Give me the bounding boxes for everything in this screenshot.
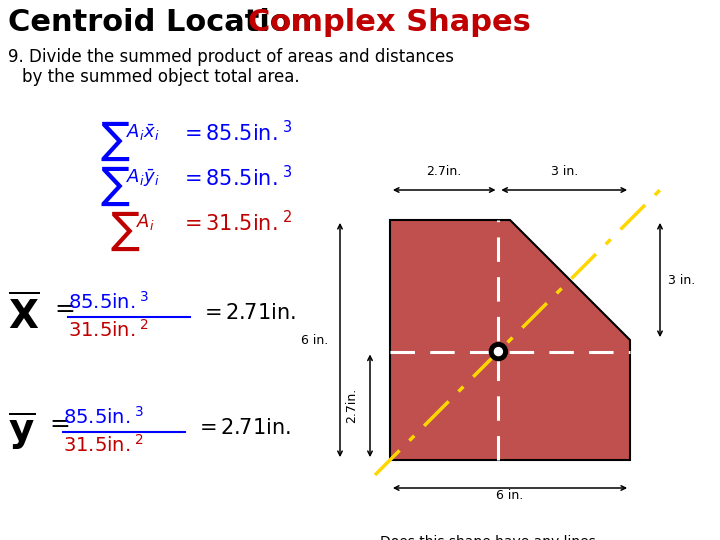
Text: $31.5\mathrm{in.}^2$: $31.5\mathrm{in.}^2$ xyxy=(63,434,143,456)
Text: $=$: $=$ xyxy=(45,410,70,434)
Text: $\sum$: $\sum$ xyxy=(100,120,130,163)
Text: $= 2.71\mathrm{in.}$: $= 2.71\mathrm{in.}$ xyxy=(200,303,296,323)
Text: $31.5\mathrm{in.}^2$: $31.5\mathrm{in.}^2$ xyxy=(68,319,148,341)
Text: 2.7in.: 2.7in. xyxy=(426,165,462,178)
Text: Complex Shapes: Complex Shapes xyxy=(248,8,531,37)
Text: $= 85.5\mathrm{in.}^3$: $= 85.5\mathrm{in.}^3$ xyxy=(180,165,292,190)
Text: $A_i\bar{y}_i$: $A_i\bar{y}_i$ xyxy=(126,167,160,188)
Text: $= 2.71\mathrm{in.}$: $= 2.71\mathrm{in.}$ xyxy=(195,418,291,438)
Text: $A_i\bar{x}_i$: $A_i\bar{x}_i$ xyxy=(126,122,160,143)
Text: by the summed object total area.: by the summed object total area. xyxy=(22,68,300,86)
Text: $85.5\mathrm{in.}^3$: $85.5\mathrm{in.}^3$ xyxy=(68,291,149,313)
Text: 6 in.: 6 in. xyxy=(496,489,523,502)
Text: $= 31.5\mathrm{in.}^2$: $= 31.5\mathrm{in.}^2$ xyxy=(180,210,292,235)
Text: $\overline{\mathbf{y}}$: $\overline{\mathbf{y}}$ xyxy=(8,410,35,452)
Text: 2.7in.: 2.7in. xyxy=(345,388,358,423)
Text: $A_i$: $A_i$ xyxy=(136,212,155,232)
Text: Does this shape have any lines
of symmetry?: Does this shape have any lines of symmet… xyxy=(380,535,595,540)
Text: $85.5\mathrm{in.}^3$: $85.5\mathrm{in.}^3$ xyxy=(63,406,144,428)
Text: $\overline{\mathbf{X}}$: $\overline{\mathbf{X}}$ xyxy=(8,295,40,338)
Circle shape xyxy=(495,348,503,356)
Text: 6 in.: 6 in. xyxy=(301,334,328,347)
Text: 3 in.: 3 in. xyxy=(668,273,696,287)
Text: $\sum$: $\sum$ xyxy=(110,210,140,253)
Text: 3 in.: 3 in. xyxy=(551,165,578,178)
Polygon shape xyxy=(390,220,630,460)
Circle shape xyxy=(490,342,508,361)
Text: 9. Divide the summed product of areas and distances: 9. Divide the summed product of areas an… xyxy=(8,48,454,66)
Text: $=$: $=$ xyxy=(50,295,75,319)
Text: $=85.5\mathrm{in.}^3$: $=85.5\mathrm{in.}^3$ xyxy=(180,120,292,145)
Text: Centroid Location: Centroid Location xyxy=(8,8,323,37)
Text: $\sum$: $\sum$ xyxy=(100,165,130,208)
